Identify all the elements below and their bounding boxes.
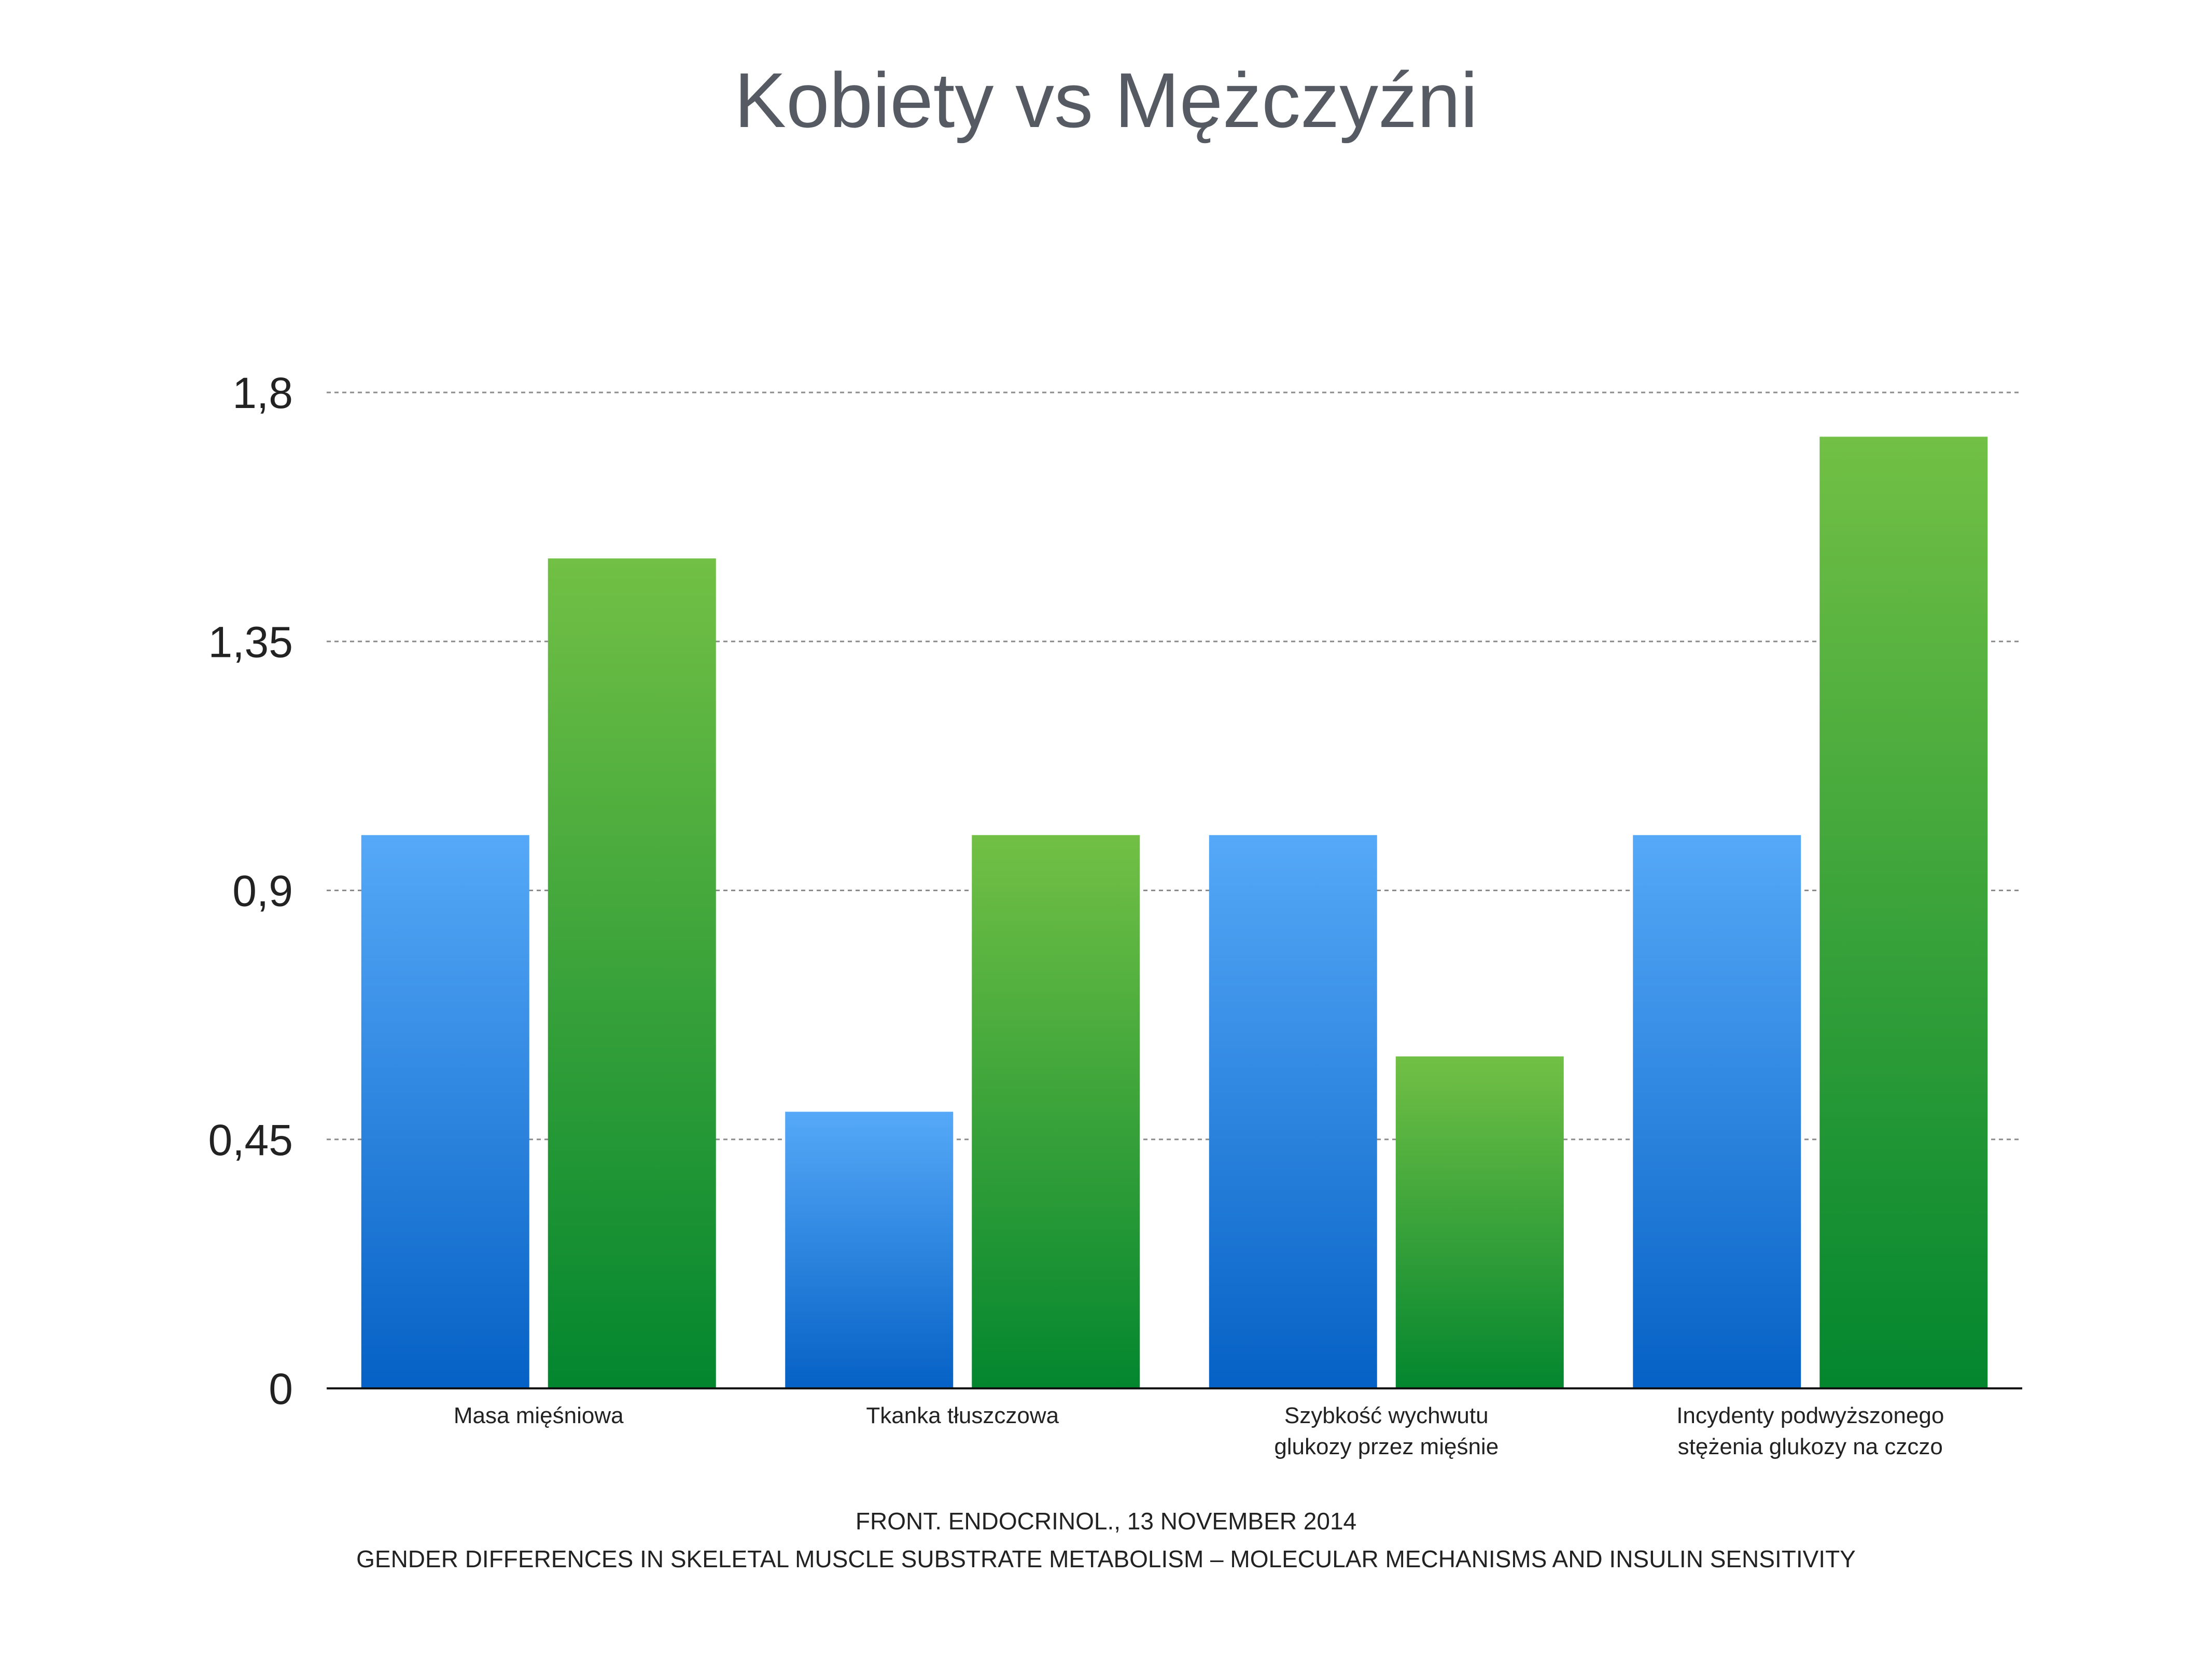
bar-series-1-2 [785,1112,954,1388]
bar-series-2-1 [548,558,716,1388]
bar-series-1-4 [1633,835,1801,1388]
y-tick-label: 1,8 [232,369,293,417]
source-citation-date: FRONT. ENDOCRINOL., 13 NOVEMBER 2014 [856,1508,1356,1535]
x-category-label: Masa mięśniowa [454,1403,624,1428]
x-category-label: glukozy przez mięśnie [1274,1434,1499,1459]
source-citation-title: GENDER DIFFERENCES IN SKELETAL MUSCLE SU… [356,1545,1856,1572]
bar-series-2-2 [972,835,1140,1388]
bars [361,437,1988,1388]
bar-series-1-3 [1209,835,1377,1388]
y-tick-label: 0 [269,1365,293,1413]
x-category-label: stężenia glukozy na czczo [1678,1434,1943,1459]
y-tick-label: 0,45 [208,1116,293,1164]
bar-series-2-4 [1819,437,1988,1388]
bar-series-2-3 [1395,1056,1564,1388]
chart-title: Kobiety vs Mężczyźni [734,57,1478,144]
x-category-label: Incydenty podwyższonego [1676,1403,1944,1428]
x-category-label: Szybkość wychwutu [1284,1403,1489,1428]
y-axis-tick-labels: 0 0,45 0,9 1,35 1,8 [208,369,293,1413]
y-tick-label: 1,35 [208,617,293,666]
bar-series-1-1 [361,835,529,1388]
x-axis-category-labels: Masa mięśniowa Tkanka tłuszczowa Szybkość … [454,1403,1944,1459]
x-category-label: Tkanka tłuszczowa [866,1403,1059,1428]
y-tick-label: 0,9 [232,867,293,916]
